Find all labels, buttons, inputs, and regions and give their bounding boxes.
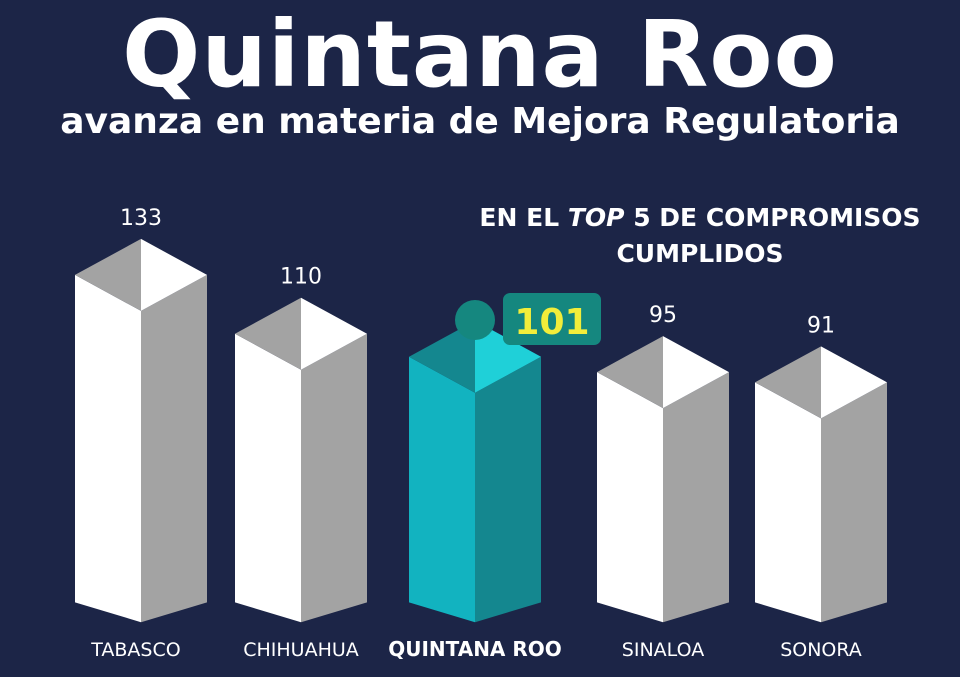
top5-line-1-end: 5 DE COMPROMISOS	[624, 203, 921, 232]
bar-value-sinaloa: 95	[649, 303, 677, 328]
bar-label-sonora: SONORA	[780, 639, 862, 661]
page-title: Quintana Roo	[122, 1, 838, 108]
bar-top-left-sinaloa	[597, 336, 663, 409]
bar-front-sinaloa	[597, 372, 663, 623]
bar-front-tabasco	[75, 274, 141, 623]
bar-top-right-sonora	[821, 346, 887, 419]
bar-side-sonora	[821, 382, 887, 623]
top5-line-1-start: EN EL	[479, 203, 568, 232]
bar-top-left-sonora	[755, 346, 821, 419]
page-subtitle: avanza en materia de Mejora Regulatoria	[60, 101, 900, 142]
bar-value-quintana-roo: 101	[514, 302, 589, 343]
bar-top-left-quintana-roo	[409, 320, 475, 393]
top5-line-2: CUMPLIDOS	[616, 239, 784, 268]
bar-front-quintana-roo	[409, 356, 475, 623]
bar-value-chihuahua: 110	[280, 265, 322, 290]
bar-top-right-tabasco	[141, 238, 207, 311]
bar-front-sonora	[755, 382, 821, 623]
bar-label-quintana-roo: QUINTANA ROO	[388, 637, 562, 661]
bar-top-right-sinaloa	[663, 336, 729, 409]
bar-side-tabasco	[141, 274, 207, 623]
bar-side-chihuahua	[301, 333, 367, 623]
bar-label-chihuahua: CHIHUAHUA	[243, 639, 359, 661]
bar-value-sonora: 91	[807, 313, 835, 338]
bar-top-right-chihuahua	[301, 297, 367, 370]
bar-top-left-tabasco	[75, 238, 141, 311]
top5-line-1: EN EL TOP 5 DE COMPROMISOS	[440, 200, 960, 236]
badge-box	[503, 293, 601, 345]
bar-side-sinaloa	[663, 372, 729, 623]
bar-label-tabasco: TABASCO	[90, 639, 180, 661]
bar-top-right-quintana-roo	[475, 320, 541, 393]
bar-value-tabasco: 133	[120, 206, 162, 231]
bar-side-quintana-roo	[475, 356, 541, 623]
bar-top-left-chihuahua	[235, 297, 301, 370]
bar-front-chihuahua	[235, 333, 301, 623]
bar-label-sinaloa: SINALOA	[622, 639, 704, 661]
top5-callout: EN EL TOP 5 DE COMPROMISOS CUMPLIDOS	[440, 200, 960, 272]
badge-dot-icon	[455, 300, 495, 340]
top5-line-1-emphasis: TOP	[567, 203, 625, 232]
